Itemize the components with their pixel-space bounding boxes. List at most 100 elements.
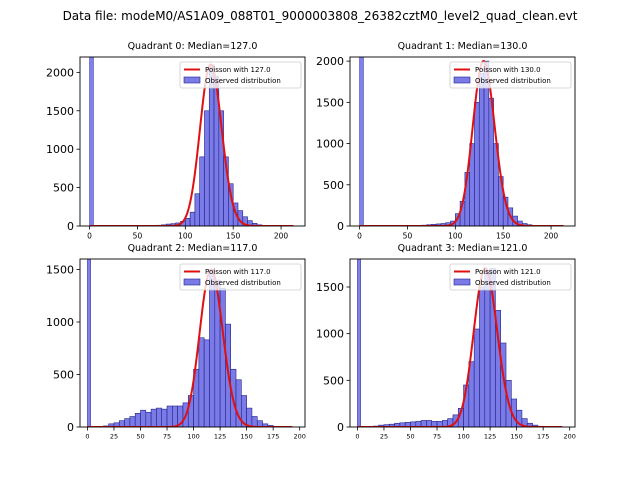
y-tick-label: 1500 [316, 281, 344, 294]
y-tick-label: 2000 [316, 55, 344, 68]
histogram-bar [478, 73, 485, 226]
x-tick-label: 0 [355, 433, 359, 441]
legend-label-observed: Observed distribution [475, 279, 551, 287]
chart-title: Quadrant 0: Median=127.0 [128, 41, 258, 52]
histogram-bar [204, 110, 210, 226]
quadrant-0-chart: Quadrant 0: Median=127.00 50 100 150 2000500… [46, 41, 306, 241]
histogram-bar-zero [359, 57, 364, 226]
x-tick-label: 100 [187, 433, 199, 441]
legend-box [179, 61, 302, 89]
plot-area [357, 259, 563, 427]
y-tick-label: 500 [53, 369, 74, 382]
y-tick-label: 0 [67, 220, 74, 233]
histogram-bar [140, 409, 147, 427]
y-tick-label: 0 [337, 220, 344, 233]
legend-swatch-observed [183, 76, 201, 84]
histogram-bar [199, 156, 205, 226]
legend-label-fit: Poisson with 117.0 [205, 268, 271, 276]
legend-label-fit: Poisson with 127.0 [205, 66, 271, 74]
x-tick-label: 150 [496, 232, 511, 241]
poisson-fit-line [89, 63, 294, 226]
histogram-bar [124, 418, 131, 427]
histogram-bar [189, 211, 196, 226]
x-tick-label: 50 [133, 232, 143, 241]
x-tick-label: 125 [484, 433, 496, 441]
histogram-bar [251, 416, 258, 427]
y-tick-label: 0 [337, 421, 344, 434]
y-tick-label: 1000 [316, 328, 344, 341]
legend-box [449, 263, 572, 291]
histogram-bar [203, 339, 210, 427]
legend-swatch-observed [453, 76, 471, 84]
x-tick-label: 50 [403, 232, 413, 241]
histogram-bar [479, 286, 486, 427]
x-tick-label: 100 [178, 232, 193, 241]
x-tick-label: 175 [267, 433, 279, 441]
legend-swatch-observed [453, 278, 471, 286]
y-tick-label: 1500 [316, 96, 344, 109]
y-tick-label: 1500 [46, 105, 74, 118]
y-tick-label: 500 [53, 182, 74, 195]
y-tick-label: 2000 [46, 66, 74, 79]
histogram-bar [134, 413, 141, 427]
x-tick-label: 50 [136, 433, 144, 441]
histogram-bar [172, 405, 178, 427]
y-tick-label: 500 [323, 374, 344, 387]
histogram-bar [194, 193, 200, 226]
chart-title: Quadrant 3: Median=121.0 [398, 243, 528, 254]
histogram-bar [166, 405, 173, 427]
histogram-bar [185, 218, 191, 226]
histogram-bar [129, 416, 136, 427]
x-tick-label: 0 [87, 232, 92, 241]
quadrant-3-chart: Quadrant 3: Median=121.0 0 25 50 75 100 125 150… [316, 243, 576, 441]
poisson-fit-line [357, 267, 563, 427]
legend-label-fit: Poisson with 121.0 [475, 268, 541, 276]
x-tick-label: 200 [274, 232, 289, 241]
x-tick-label: 25 [110, 433, 118, 441]
x-tick-label: 200 [563, 433, 575, 441]
axes-frame [349, 56, 576, 227]
x-tick-label: 100 [448, 232, 463, 241]
histogram-bar [521, 418, 528, 427]
x-tick-label: 125 [214, 433, 226, 441]
plot-area [359, 57, 564, 226]
histogram-bar-zero [89, 57, 94, 226]
legend-label-observed: Observed distribution [205, 279, 281, 287]
histogram-bar [198, 337, 205, 427]
chart-title: Quadrant 2: Median=117.0 [128, 243, 258, 254]
y-tick-label: 1000 [316, 138, 344, 151]
histogram-bar-zero [357, 259, 361, 427]
legend-label-fit: Poisson with 130.0 [475, 66, 541, 74]
figure-suptitle: Data file: modeM0/AS1A09_088T01_90000038… [63, 9, 578, 23]
x-tick-label: 150 [240, 433, 252, 441]
x-tick-label: 75 [163, 433, 171, 441]
quadrant-1-chart: Quadrant 1: Median=130.0 0 50 100 150 2000 500… [316, 41, 576, 241]
x-tick-label: 200 [293, 433, 305, 441]
x-tick-label: 50 [406, 433, 414, 441]
histogram-bar [161, 408, 168, 427]
legend-box [179, 263, 302, 291]
axes-frame [79, 258, 306, 428]
plot-area [87, 259, 293, 427]
legend-box [449, 61, 572, 89]
histogram-bar-zero [87, 259, 91, 427]
chart-title: Quadrant 1: Median=130.0 [398, 41, 528, 52]
histogram-bar [484, 269, 491, 427]
x-tick-label: 200 [544, 232, 559, 241]
histogram-bar [474, 102, 480, 226]
x-tick-label: 150 [510, 433, 522, 441]
legend-label-observed: Observed distribution [205, 77, 281, 85]
y-tick-label: 0 [67, 421, 74, 434]
quadrant-2-chart: Quadrant 2: Median=117.0 0 25 50 75 100 125 150… [46, 243, 306, 441]
histogram-bar [473, 328, 480, 427]
axes-frame [79, 56, 306, 227]
poisson-fit-line [87, 268, 293, 427]
histogram-bar [246, 407, 253, 427]
histogram-bar [150, 408, 157, 427]
legend-swatch-observed [183, 278, 201, 286]
y-tick-label: 500 [323, 179, 344, 192]
x-tick-label: 100 [457, 433, 469, 441]
x-tick-label: 0 [85, 433, 89, 441]
x-tick-label: 150 [226, 232, 241, 241]
histogram-bar [145, 411, 152, 427]
